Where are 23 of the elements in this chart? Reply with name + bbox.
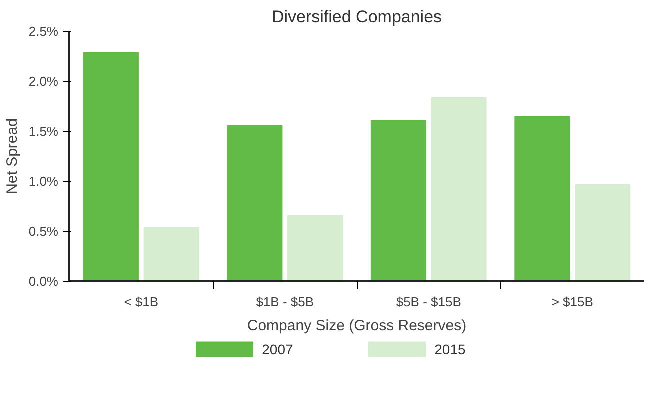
legend-label: 2007	[262, 342, 294, 358]
y-tick-label: 2.5%	[28, 24, 59, 39]
bar	[370, 120, 426, 282]
y-tick-label: 2.0%	[28, 74, 59, 89]
bar	[431, 98, 487, 282]
bar	[227, 126, 283, 282]
bar	[83, 52, 139, 282]
x-tick-label: $1B - $5B	[256, 294, 314, 310]
y-tick-label: 1.5%	[28, 124, 59, 139]
legend-label: 2015	[434, 342, 466, 358]
x-tick-label: $5B - $15B	[396, 294, 462, 310]
chart-title: Diversified Companies	[272, 8, 442, 26]
bar	[514, 116, 570, 282]
y-tick-label: 0.5%	[28, 224, 59, 239]
y-tick-label: 0.0%	[28, 274, 59, 289]
x-axis-title: Company Size (Gross Reserves)	[247, 318, 467, 334]
x-tick-label: > $15B	[552, 294, 594, 310]
x-tick-label: < $1B	[124, 294, 159, 310]
bar	[144, 228, 200, 282]
bar	[288, 216, 344, 282]
bar	[575, 184, 631, 282]
y-tick-label: 1.0%	[28, 174, 59, 189]
y-axis-title: Net Spread	[4, 118, 21, 194]
